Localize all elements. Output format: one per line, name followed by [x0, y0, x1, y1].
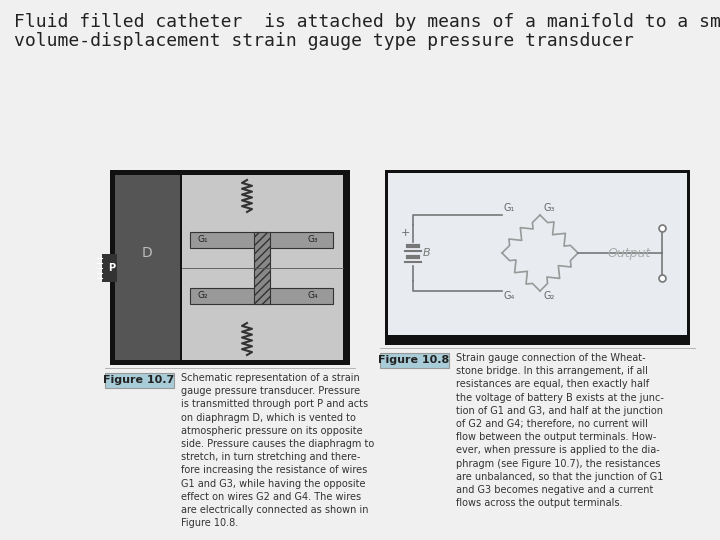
Text: G₁: G₁	[198, 235, 209, 245]
Text: G₁: G₁	[504, 203, 516, 213]
Bar	[115, 175, 180, 360]
Text: Output: Output	[607, 246, 650, 260]
Text: +: +	[401, 228, 410, 238]
Text: G₃: G₃	[308, 235, 319, 245]
Bar	[385, 170, 690, 345]
Bar	[254, 232, 270, 304]
Text: G₂: G₂	[544, 291, 555, 301]
Bar	[110, 170, 350, 365]
Text: G₄: G₄	[504, 291, 516, 301]
Bar	[388, 173, 687, 335]
Text: G₄: G₄	[308, 292, 319, 300]
Text: G₂: G₂	[198, 292, 209, 300]
Bar	[190, 232, 333, 248]
Text: P: P	[108, 263, 115, 273]
Text: Fluid filled catheter  is attached by means of a manifold to a small-: Fluid filled catheter is attached by mea…	[14, 13, 720, 31]
Text: Figure 10.7: Figure 10.7	[104, 375, 175, 385]
Bar	[190, 288, 333, 304]
Text: Schematic representation of a strain
gauge pressure transducer. Pressure
is tran: Schematic representation of a strain gau…	[181, 373, 374, 528]
Text: B: B	[423, 248, 431, 258]
Bar	[102, 254, 117, 282]
Text: Figure 10.8: Figure 10.8	[379, 355, 449, 365]
FancyBboxPatch shape	[379, 353, 449, 368]
Text: volume-displacement strain gauge type pressure transducer: volume-displacement strain gauge type pr…	[14, 32, 634, 50]
Text: G₃: G₃	[544, 203, 556, 213]
Bar	[182, 175, 343, 360]
Bar	[385, 337, 690, 345]
Text: D: D	[142, 246, 153, 260]
FancyBboxPatch shape	[104, 373, 174, 388]
Text: Strain gauge connection of the Wheat-
stone bridge. In this arrangement, if all
: Strain gauge connection of the Wheat- st…	[456, 353, 664, 508]
